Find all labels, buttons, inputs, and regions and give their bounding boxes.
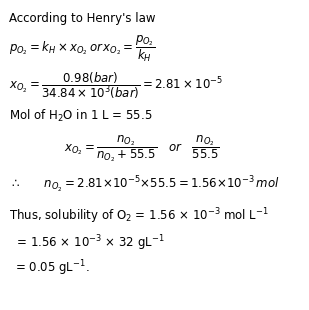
Text: $\therefore \quad\quad n_{O_2} = 2.81{\times}10^{-5}{\times}55.5 = 1.56{\times}1: $\therefore \quad\quad n_{O_2} = 2.81{\t… [9, 175, 280, 195]
Text: = 1.56 $\times$ 10$^{-3}$ $\times$ 32 gL$^{-1}$: = 1.56 $\times$ 10$^{-3}$ $\times$ 32 gL… [9, 233, 165, 253]
Text: According to Henry's law: According to Henry's law [9, 12, 156, 25]
Text: $p_{O_2} = k_H \times x_{O_2}\,or\,x_{O_2} = \dfrac{p_{O_2}}{k_H}$: $p_{O_2} = k_H \times x_{O_2}\,or\,x_{O_… [9, 34, 155, 64]
Text: = 0.05 gL$^{-1}$.: = 0.05 gL$^{-1}$. [15, 258, 90, 277]
Text: Thus, solubility of O$_2$ = 1.56 $\times$ 10$^{-3}$ mol L$^{-1}$: Thus, solubility of O$_2$ = 1.56 $\times… [9, 206, 269, 226]
Text: Mol of H$_2$O in 1 L = 55.5: Mol of H$_2$O in 1 L = 55.5 [9, 108, 153, 124]
Text: $x_{O_2} = \dfrac{n_{O_2}}{n_{O_2} + 55.5} \quad or \quad \dfrac{n_{O_2}}{55.5}$: $x_{O_2} = \dfrac{n_{O_2}}{n_{O_2} + 55.… [64, 133, 220, 164]
Text: $x_{O_2} = \dfrac{0.98(bar)}{34.84 \times 10^3(bar)} = 2.81 \times 10^{-5}$: $x_{O_2} = \dfrac{0.98(bar)}{34.84 \time… [9, 70, 223, 101]
